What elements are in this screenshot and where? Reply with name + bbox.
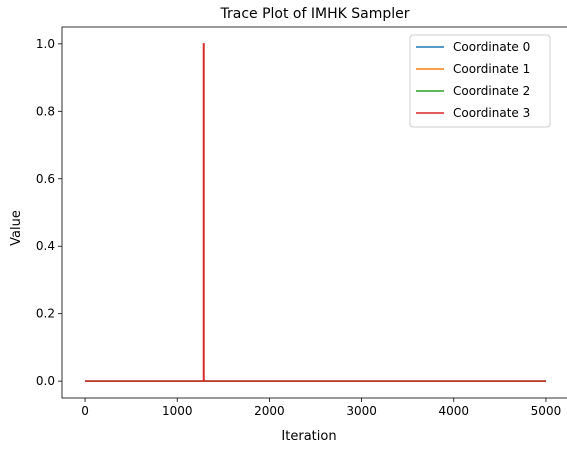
- x-tick-label: 0: [81, 404, 89, 418]
- y-tick-label: 1.0: [36, 37, 55, 51]
- x-tick-label: 4000: [438, 404, 469, 418]
- x-tick-label: 1000: [162, 404, 193, 418]
- legend-label-1: Coordinate 1: [453, 62, 530, 76]
- y-tick-label: 0.8: [36, 104, 55, 118]
- y-axis-label: Value: [9, 210, 24, 246]
- y-tick-label: 0.4: [36, 239, 55, 253]
- x-axis-label: Iteration: [281, 429, 336, 444]
- x-tick-label: 2000: [254, 404, 285, 418]
- x-tick-label: 3000: [346, 404, 377, 418]
- y-tick-label: 0.2: [36, 307, 55, 321]
- legend: Coordinate 0 Coordinate 1 Coordinate 2 Coor…: [410, 35, 550, 127]
- x-tick-label: 5000: [531, 404, 562, 418]
- legend-label-2: Coordinate 2: [453, 84, 530, 98]
- legend-label-0: Coordinate 0: [453, 40, 530, 54]
- legend-label-3: Coordinate 3: [453, 106, 530, 120]
- chart-title: Trace Plot of IMHK Sampler: [220, 6, 410, 22]
- y-tick-label: 0.6: [36, 172, 55, 186]
- y-tick-label: 0.0: [36, 374, 55, 388]
